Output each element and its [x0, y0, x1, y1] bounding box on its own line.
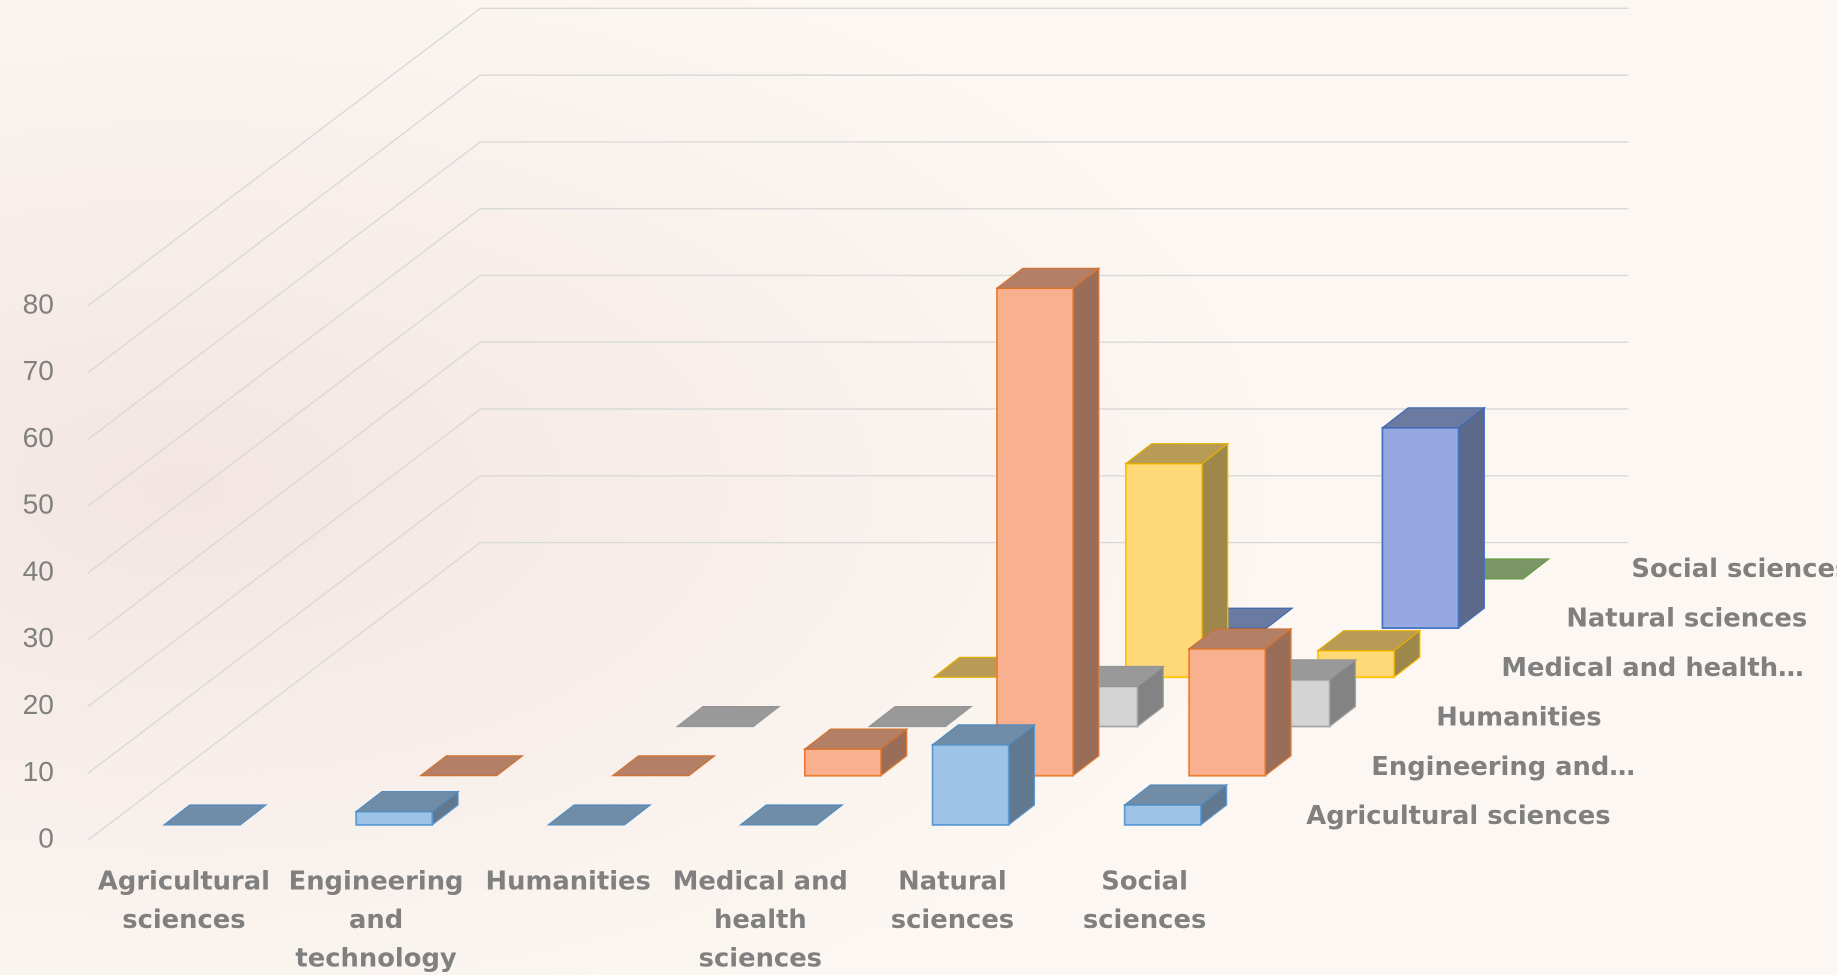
bar-front	[931, 743, 1010, 826]
bar-top	[546, 804, 652, 826]
depth-label: Natural sciences	[1566, 603, 1807, 633]
grid-line	[87, 475, 481, 774]
y-tick-label: 0	[38, 823, 54, 854]
grid-line	[87, 542, 481, 841]
bar-top	[354, 791, 460, 813]
grid-line	[87, 208, 481, 507]
x-tick-label: Social sciences	[1082, 867, 1207, 936]
bar-front	[1188, 647, 1267, 777]
y-tick-label: 50	[23, 489, 54, 520]
bar-top	[803, 728, 909, 750]
bar-front	[803, 748, 882, 777]
x-tick-label: Engineering and technology	[288, 867, 464, 974]
bar-top	[738, 804, 845, 826]
x-tick-label: Natural sciences	[890, 867, 1015, 936]
bar-top	[162, 804, 268, 826]
y-tick-label: 40	[23, 555, 54, 586]
depth-label: Agricultural sciences	[1306, 801, 1610, 831]
bar-side	[1072, 267, 1100, 777]
bar-top	[1316, 630, 1422, 652]
x-tick-label: Agricultural sciences	[97, 867, 270, 936]
y-tick-label: 60	[23, 422, 54, 453]
bar-top	[675, 705, 781, 728]
bar-front	[1381, 426, 1460, 629]
bar-front	[355, 810, 434, 826]
bar-front	[1124, 462, 1203, 679]
x-tick-label-box: Humanities	[485, 867, 651, 897]
bar-top	[867, 705, 973, 728]
y-tick-label: 20	[23, 689, 54, 720]
x-tick-label-box: Medical and health sciences	[672, 867, 848, 974]
x-tick-label: Medical and health sciences	[672, 867, 848, 974]
grid-line	[87, 7, 481, 307]
x-tick-label-box: Social sciences	[1082, 867, 1207, 936]
grid-line	[87, 408, 481, 708]
x-tick-label: Humanities	[485, 867, 651, 897]
bar-top	[1124, 443, 1230, 465]
bar-side	[1458, 406, 1485, 630]
bar-top	[1187, 628, 1293, 650]
y-tick-label: 70	[23, 355, 54, 386]
grid-line	[87, 74, 481, 374]
depth-label: Medical and health…	[1501, 653, 1803, 683]
y-tick-label: 10	[23, 756, 54, 787]
bar-front	[1123, 803, 1202, 826]
bar-top	[418, 755, 525, 777]
depth-label: Social sciences	[1631, 554, 1837, 584]
depth-label: Humanities	[1436, 702, 1601, 732]
depth-label: Engineering and…	[1371, 752, 1635, 782]
y-tick-label: 30	[23, 622, 54, 653]
x-tick-label-box: Natural sciences	[890, 867, 1015, 936]
bar-top	[930, 724, 1037, 746]
y-tick-label: 80	[23, 288, 54, 319]
bar-side	[1264, 627, 1292, 777]
grid-line	[87, 274, 481, 574]
grid-line	[87, 341, 481, 641]
bar-front	[996, 287, 1075, 777]
bar-top	[995, 267, 1101, 289]
x-tick-label-box: Agricultural sciences	[97, 867, 270, 936]
grid-line	[87, 141, 481, 441]
bar-top	[611, 755, 717, 777]
bar-top	[1122, 784, 1229, 806]
bar-top	[1380, 407, 1487, 429]
x-tick-label-box: Engineering and technology	[288, 867, 464, 974]
